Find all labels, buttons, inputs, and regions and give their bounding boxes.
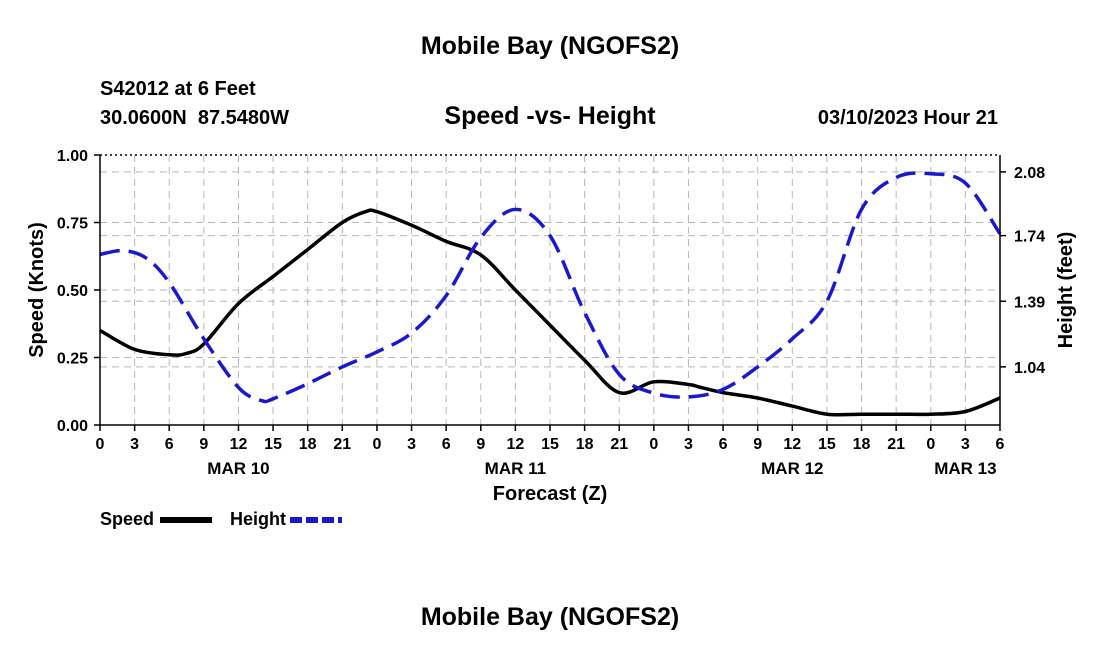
x-tick-label: 18 <box>299 436 317 453</box>
chart-main-title: Mobile Bay (NGOFS2) <box>421 32 679 60</box>
x-tick-label: 15 <box>264 436 282 453</box>
axis-layer: 0 3 6 9 12 15 18 21 0 3 6 9 12 15 18 21 0 3 6 9 12 15 18 21 0 3 6M… <box>57 148 1045 478</box>
y-tick-label: 0.00 <box>57 418 88 435</box>
x-tick-label: 3 <box>130 436 139 453</box>
x-tick-label: 18 <box>853 436 871 453</box>
legend-label-height: Height <box>230 509 286 529</box>
x-tick-label: 0 <box>372 436 381 453</box>
x-tick-label: 0 <box>649 436 658 453</box>
y-tick-label: 0.75 <box>57 216 88 233</box>
x-tick-label: 9 <box>476 436 485 453</box>
x-tick-label: 18 <box>576 436 594 453</box>
x-tick-label: 21 <box>887 436 905 453</box>
y-tick-label: 1.00 <box>57 148 88 165</box>
x-tick-label: 9 <box>753 436 762 453</box>
x-date-label: MAR 12 <box>761 459 823 478</box>
x-tick-label: 3 <box>407 436 416 453</box>
series-line-height <box>99 171 1002 404</box>
x-tick-label: 3 <box>961 436 970 453</box>
footer-title: Mobile Bay (NGOFS2) <box>421 603 679 631</box>
chart-subtitle: Speed -vs- Height <box>444 102 656 130</box>
y-tick-label: 0.50 <box>57 283 88 300</box>
x-tick-label: 15 <box>541 436 559 453</box>
x-tick-label: 21 <box>610 436 628 453</box>
y2-axis-title: Height (feet) <box>1055 232 1077 349</box>
x-tick-label: 3 <box>684 436 693 453</box>
y-tick-label: 0.25 <box>57 351 88 368</box>
x-axis-title: Forecast (Z) <box>493 483 607 505</box>
x-tick-label: 21 <box>333 436 351 453</box>
station-label: S42012 at 6 Feet <box>100 78 256 100</box>
y2-tick-label: 2.08 <box>1014 165 1045 182</box>
legend-label-speed: Speed <box>100 509 154 529</box>
forecast-timestamp: 03/10/2023 Hour 21 <box>818 107 998 129</box>
x-date-label: MAR 11 <box>485 459 546 478</box>
x-tick-label: 9 <box>199 436 208 453</box>
x-tick-label: 6 <box>442 436 451 453</box>
y2-tick-label: 1.39 <box>1014 294 1045 311</box>
series-layer <box>99 171 1002 417</box>
series-line-speed <box>99 208 1001 417</box>
x-tick-label: 12 <box>506 436 524 453</box>
x-tick-label: 0 <box>926 436 935 453</box>
legend: Speed Height <box>100 509 342 529</box>
y2-tick-label: 1.74 <box>1014 229 1045 246</box>
x-date-label: MAR 10 <box>207 459 269 478</box>
y2-tick-label: 1.04 <box>1014 360 1045 377</box>
x-tick-label: 12 <box>230 436 248 453</box>
x-tick-label: 6 <box>719 436 728 453</box>
x-tick-label: 15 <box>818 436 836 453</box>
x-tick-label: 6 <box>165 436 174 453</box>
x-tick-label: 6 <box>996 436 1005 453</box>
x-tick-label: 12 <box>783 436 801 453</box>
station-coordinates: 30.0600N 87.5480W <box>100 107 289 129</box>
x-date-label: MAR 13 <box>934 459 996 478</box>
y-axis-title: Speed (Knots) <box>26 222 48 358</box>
x-tick-label: 0 <box>96 436 105 453</box>
